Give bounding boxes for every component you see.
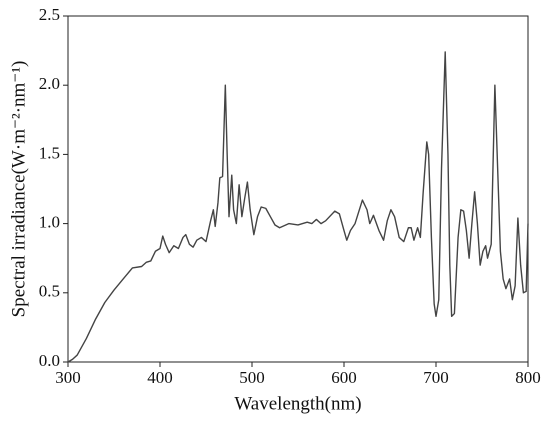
x-axis-title: Wavelength(nm) bbox=[234, 393, 361, 414]
x-tick-label: 400 bbox=[147, 368, 173, 387]
x-tick-label: 800 bbox=[515, 368, 541, 387]
y-tick-label: 2.0 bbox=[39, 74, 60, 93]
y-tick-label: 2.5 bbox=[39, 5, 60, 24]
x-tick-label: 700 bbox=[423, 368, 449, 387]
y-tick-label: 0.0 bbox=[39, 351, 60, 370]
x-tick-label: 600 bbox=[331, 368, 357, 387]
x-tick-label: 300 bbox=[55, 368, 81, 387]
spectrum-line bbox=[67, 51, 529, 363]
y-axis-title: Spectral irradiance(W·m⁻²·nm⁻¹) bbox=[8, 61, 29, 318]
y-tick-label: 0.5 bbox=[39, 282, 60, 301]
y-tick-label: 1.5 bbox=[39, 143, 60, 162]
y-tick-label: 1.0 bbox=[39, 213, 60, 232]
x-tick-label: 500 bbox=[239, 368, 265, 387]
plot-frame bbox=[67, 15, 529, 363]
